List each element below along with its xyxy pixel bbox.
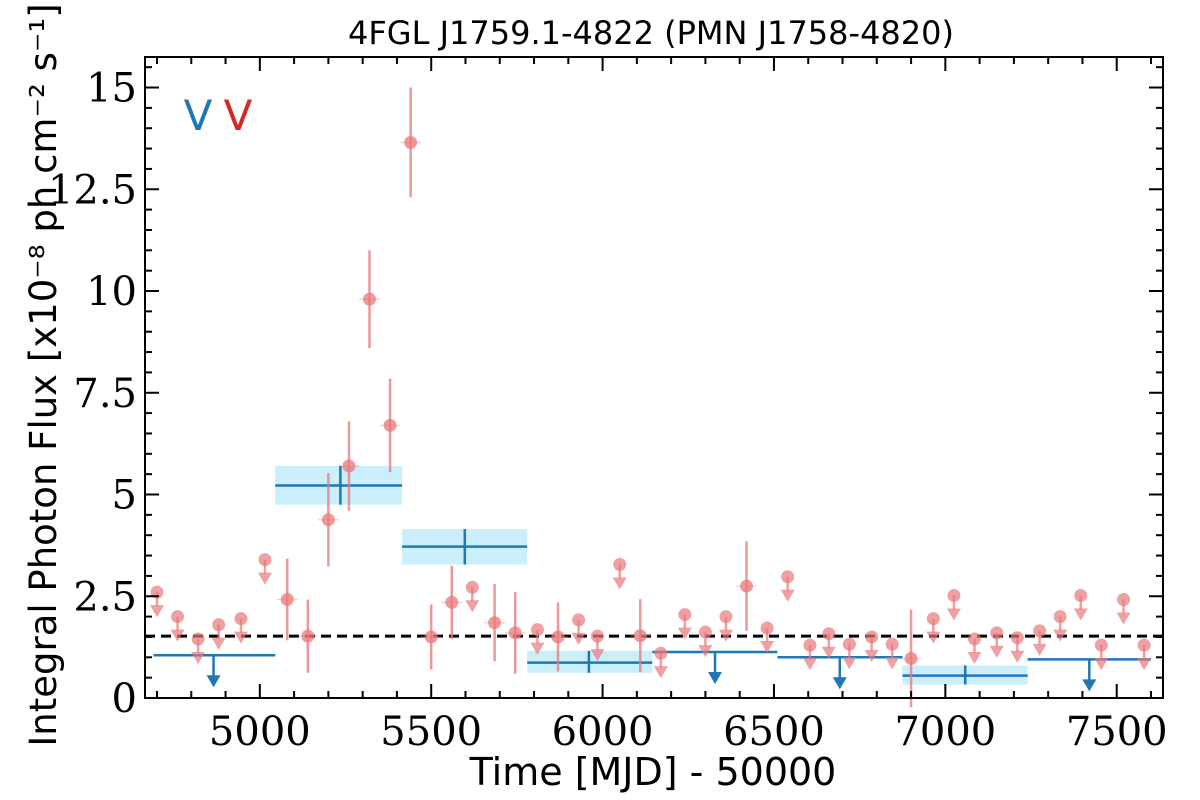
flux-point [301,629,315,643]
flux-point [740,579,754,593]
y-axis-label: Integral Photon Flux [x10⁻⁸ ph cm⁻² s⁻¹] [22,3,65,746]
x-axis-ticks: 5000 5500 6000 6500 7000 7500 [155,57,1168,755]
upper-limit-arrow [1010,650,1025,663]
upper-limit-arrow [530,642,545,655]
upper-limit-arrow [465,600,480,613]
y-tick-label: 5 [112,473,137,519]
flux-point [633,629,647,643]
upper-limit-arrow [590,649,605,662]
flux-point [508,626,522,640]
y-tick-label: 2.5 [73,574,137,620]
upper-limit-arrow [653,666,668,679]
upper-limit-arrow [780,589,795,602]
short-bin-series [149,87,1152,708]
upper-limit-arrow [842,657,857,670]
upper-limit-arrow [257,572,272,585]
upper-limit-arrow [206,675,221,688]
y-tick-label: 0 [112,676,137,722]
flux-point [904,652,918,666]
chart-title: 4FGL J1759.1-4822 (PMN J1758-4820) [348,14,954,52]
upper-limit-arrow [718,629,733,642]
upper-limit-arrow [832,677,847,690]
flux-point [445,595,459,609]
flux-point [342,459,356,473]
upper-limit-arrow [1073,608,1088,621]
x-tick-label: 7000 [894,709,996,755]
flux-point [551,630,565,644]
y-tick-label: 12.5 [48,167,137,213]
upper-limit-arrow [211,637,226,650]
upper-limit-arrow [1082,679,1097,692]
plot-area [145,87,1163,708]
y-tick-label: 7.5 [73,371,137,417]
x-tick-label: 5000 [209,709,311,755]
flux-point [363,292,377,306]
x-tick-label: 6000 [552,709,654,755]
upper-limit-arrow [149,605,164,618]
upper-limit-arrow [1094,658,1109,671]
upper-limit-arrow [170,629,185,642]
variability-flag-short-bin: V [224,91,253,140]
y-tick-label: 15 [86,66,137,112]
upper-limit-arrow [708,672,723,685]
y-tick-label: 10 [86,269,137,315]
upper-limit-arrow [233,631,248,644]
upper-limit-arrow [191,651,206,664]
long-bin-series [153,466,1152,692]
y-axis-ticks: 0 2.5 5 7.5 10 12.5 15 [48,66,1163,722]
upper-limit-arrow [1137,658,1152,671]
upper-limit-arrow [821,646,836,659]
upper-limit-arrow [1032,643,1047,656]
upper-limit-arrow [926,631,941,644]
upper-limit-arrow [967,651,982,664]
flux-point [424,630,438,644]
upper-limit-arrow [1116,612,1131,625]
plot-frame [144,56,1164,699]
x-axis-label: Time [MJD] - 50000 [469,750,837,794]
upper-limit-arrow [885,657,900,670]
upper-limit-arrow [864,649,879,662]
x-tick-label: 5500 [380,709,482,755]
flux-point [321,513,335,527]
upper-limit-arrow [612,577,627,590]
x-tick-label: 7500 [1066,709,1168,755]
upper-limit-arrow [946,608,961,621]
upper-limit-arrow [677,627,692,640]
upper-limit-arrow [571,632,586,645]
upper-limit-arrow [698,645,713,658]
flux-point [280,593,294,607]
x-tick-label: 6500 [723,709,825,755]
flux-point [488,616,502,630]
flux-point [404,135,418,149]
upper-limit-arrow [802,658,817,671]
variability-flag-long-bin: V [184,91,213,140]
flux-point [383,418,397,432]
upper-limit-arrow [989,645,1004,658]
upper-limit-arrow [1053,629,1068,642]
upper-limit-arrow [760,640,775,653]
